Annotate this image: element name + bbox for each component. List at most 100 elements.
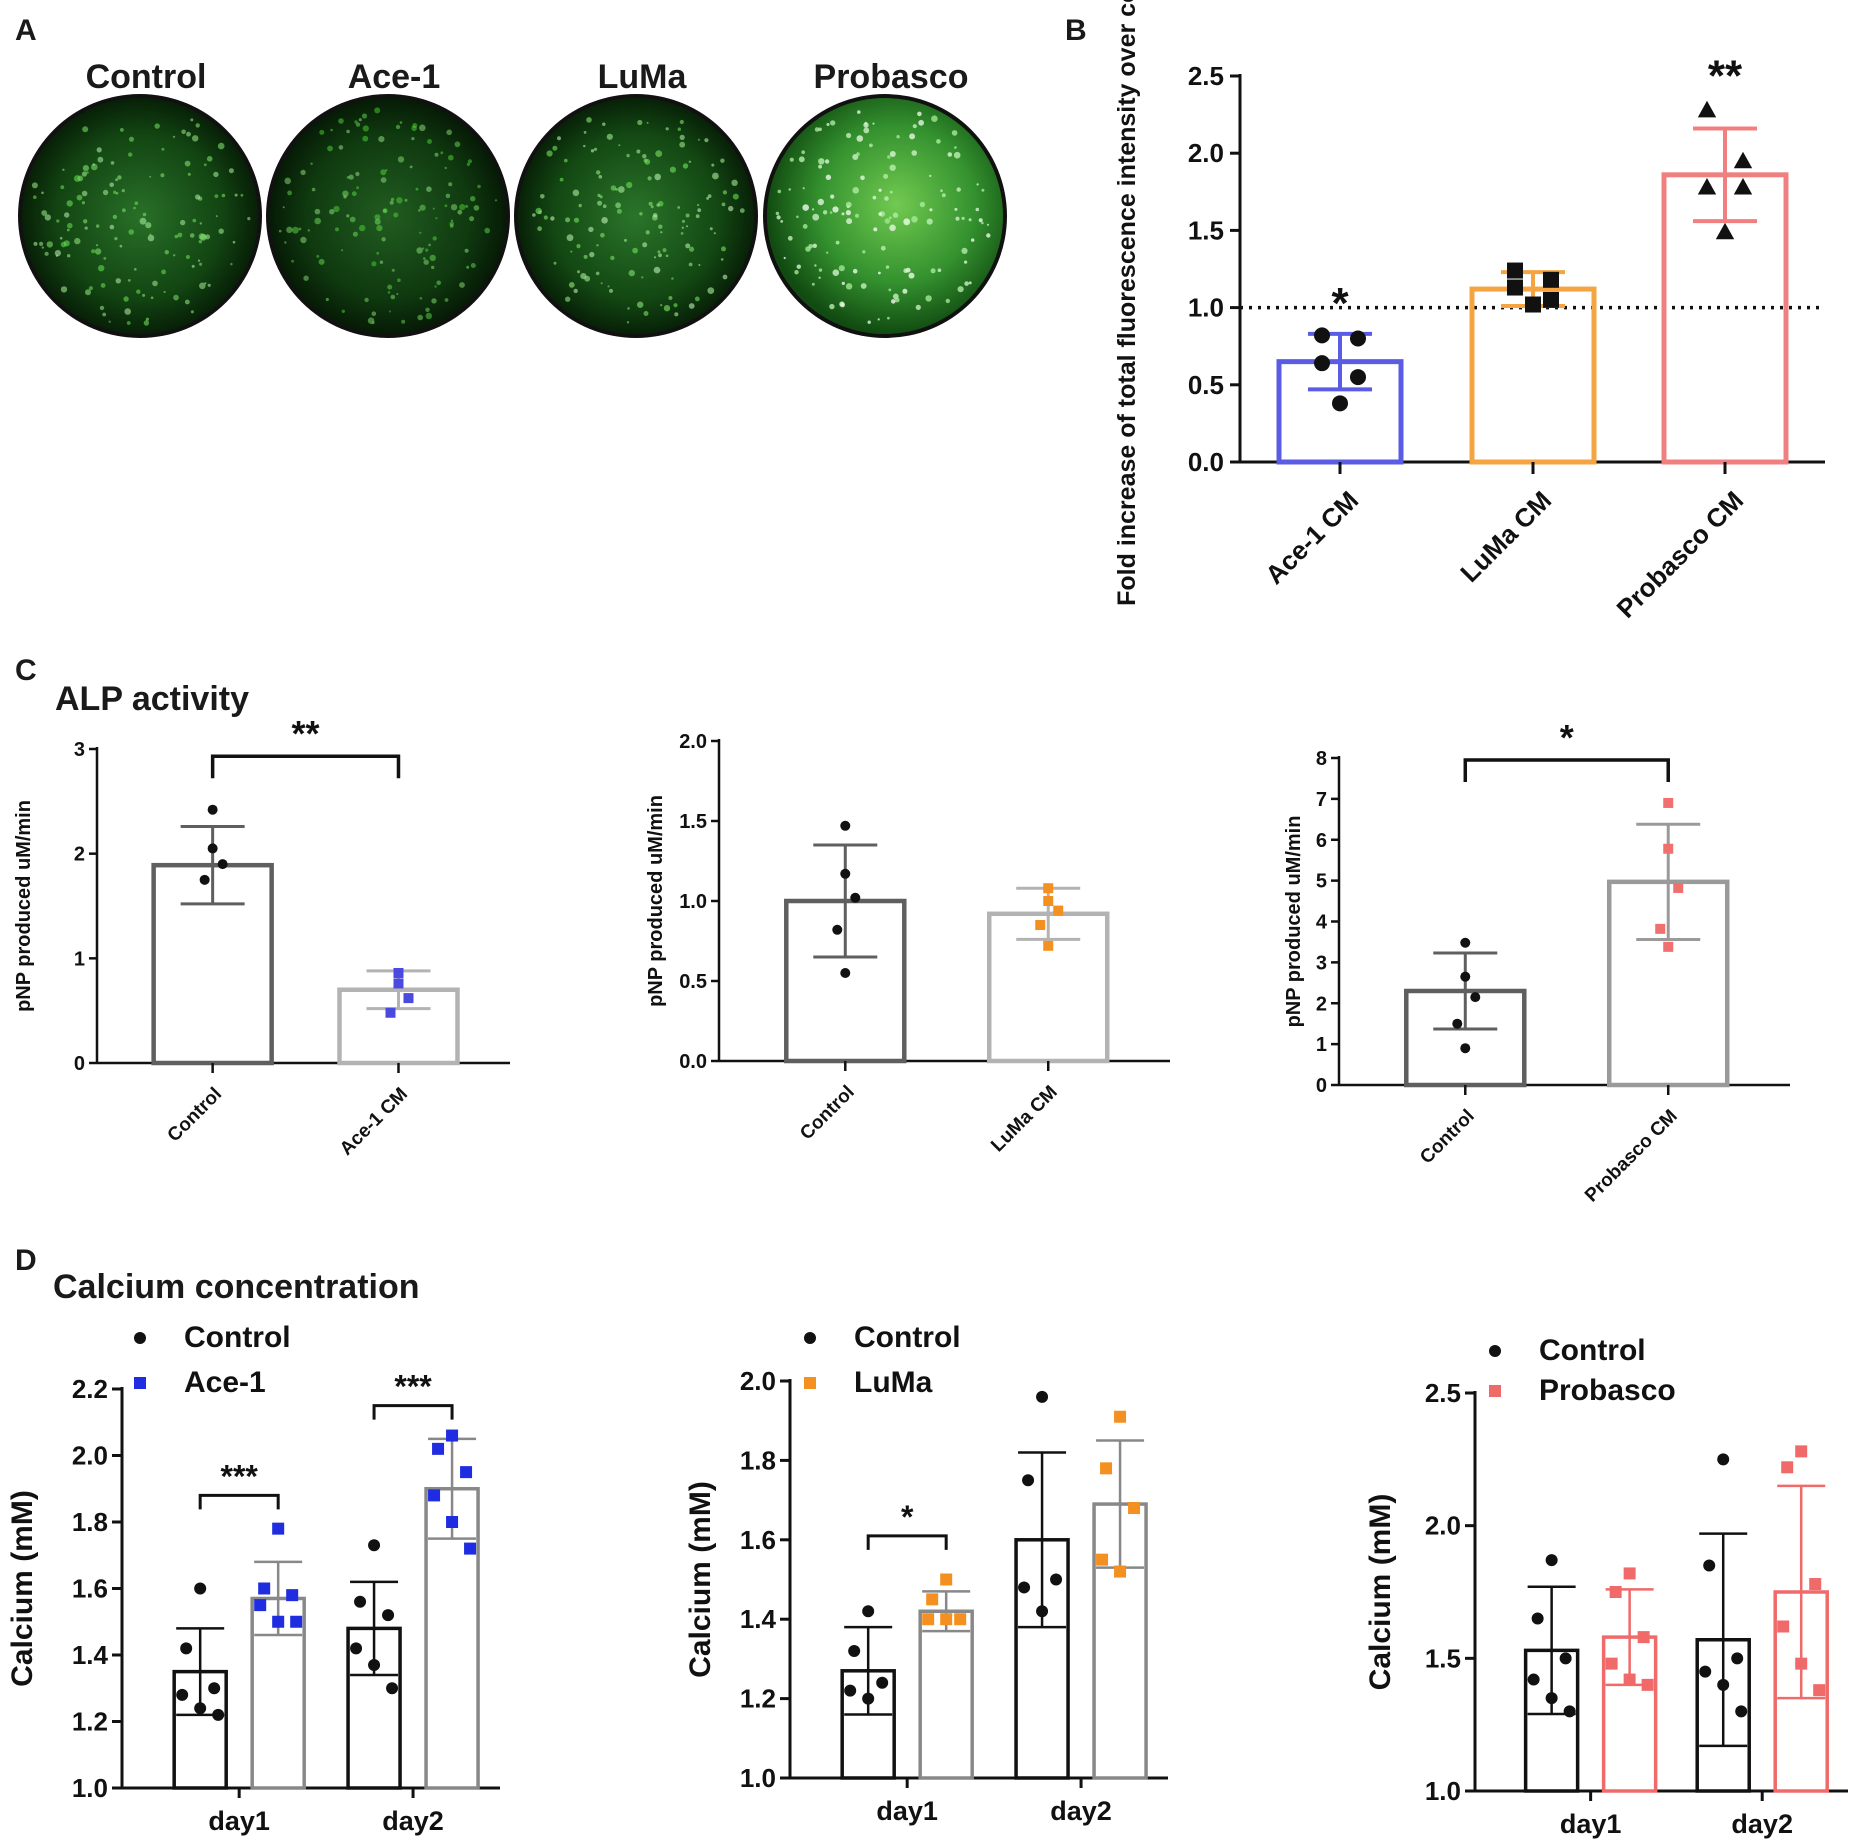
well-cell-1: [298, 227, 302, 231]
well-cell-2: [721, 246, 726, 252]
chart-C1-ytick-label: 3: [74, 739, 85, 761]
well-cell-2: [553, 261, 557, 265]
well-cell-3: [908, 272, 915, 279]
well-cell-1: [419, 124, 426, 132]
chart-D1-ytick-label: 1.0: [72, 1773, 108, 1803]
well-cell-2: [679, 141, 686, 148]
chart-D1-point: [432, 1442, 445, 1455]
chart-D1-legend-label: Ace-1: [184, 1366, 266, 1399]
well-cell-0: [195, 194, 201, 200]
chart-D3-point: [1781, 1461, 1794, 1474]
well-cell-3: [860, 175, 865, 181]
well-label-3: Probasco: [814, 58, 969, 96]
chart-b-significance: **: [1708, 52, 1743, 101]
well-cell-3: [891, 299, 896, 304]
well-cell-0: [59, 236, 63, 240]
chart-C1-xtick-label: Ace-1 CM: [336, 1084, 412, 1160]
well-cell-3: [811, 282, 815, 286]
well-cell-1: [352, 231, 358, 237]
chart-C2-point: [1043, 896, 1054, 906]
well-cell-0: [143, 320, 150, 326]
chart-C3-point: [1470, 992, 1481, 1003]
well-cell-2: [694, 296, 700, 302]
well-cell-1: [307, 229, 310, 232]
well-cell-1: [371, 311, 377, 317]
well-cell-3: [856, 135, 864, 142]
well-cell-1: [444, 166, 447, 170]
well-cell-1: [419, 297, 423, 300]
well-cell-3: [826, 123, 830, 126]
well-cell-1: [419, 231, 422, 234]
well-cell-0: [214, 194, 219, 199]
well-cell-0: [44, 251, 49, 256]
well-cell-0: [54, 250, 62, 257]
well-cell-3: [917, 111, 922, 117]
well-cell-1: [454, 141, 461, 148]
well-cell-2: [617, 186, 625, 193]
well-cell-2: [677, 127, 681, 131]
well-cell-2: [665, 254, 669, 258]
well-cell-2: [606, 133, 613, 140]
well-cell-1: [391, 268, 395, 272]
well-cell-2: [626, 153, 630, 158]
well-cell-0: [81, 201, 85, 205]
chart-C1-ytick-label: 1: [74, 948, 85, 970]
well-cell-1: [416, 247, 423, 254]
chart-C1-xtick-label: Control: [164, 1084, 227, 1147]
well-cell-2: [688, 262, 693, 267]
well-cell-3: [968, 281, 972, 285]
well-cell-2: [559, 177, 564, 182]
well-cell-1: [425, 312, 432, 320]
well-cell-3: [878, 212, 882, 216]
chart-b-xtick-label: LuMa CM: [1454, 485, 1557, 588]
well-cell-1: [417, 314, 424, 321]
chart-D3-point: [1559, 1652, 1572, 1665]
well-cell-1: [446, 129, 453, 136]
chart-D2-legend-marker: [804, 1377, 816, 1389]
chart-D2-ytick-label: 1.6: [740, 1525, 776, 1555]
chart-D2-ylabel: Calcium (mM): [684, 1481, 717, 1678]
well-cell-0: [173, 254, 176, 257]
well-cell-2: [656, 203, 660, 207]
well-cell-0: [186, 131, 191, 137]
chart-D2-point: [862, 1605, 875, 1618]
well-cell-1: [300, 169, 306, 176]
well-cell-0: [149, 233, 152, 236]
well-cell-3: [814, 127, 820, 132]
well-cell-3: [937, 268, 942, 273]
well-cell-0: [195, 123, 200, 128]
well-cell-0: [129, 136, 134, 142]
well-cell-1: [428, 243, 431, 247]
chart-b-point: [1314, 355, 1330, 372]
well-cell-1: [484, 227, 491, 234]
chart-D3-point: [1777, 1620, 1790, 1633]
well-cell-3: [830, 194, 835, 199]
well-cell-1: [346, 176, 350, 179]
chart-C3-xtick-label: Control: [1416, 1106, 1479, 1169]
chart-D1-point: [446, 1516, 459, 1528]
well-cell-2: [590, 149, 595, 153]
well-glow-3: [767, 98, 1003, 334]
well-cell-1: [434, 285, 437, 288]
well-cell-3: [926, 218, 933, 225]
well-cell-1: [376, 225, 383, 232]
well-cell-0: [83, 219, 88, 224]
well-cell-3: [889, 224, 896, 232]
well-cell-3: [829, 303, 835, 310]
well-cell-3: [860, 283, 867, 289]
chart-D2-point: [1100, 1462, 1113, 1475]
well-cell-0: [103, 257, 107, 260]
well-cell-2: [689, 246, 695, 252]
well-cell-2: [643, 158, 648, 163]
well-cell-2: [720, 258, 724, 261]
well-cell-3: [902, 288, 908, 294]
chart-D2-ytick-label: 2.0: [740, 1366, 776, 1396]
chart-C3-significance-bracket: [1463, 758, 1670, 782]
well-cell-2: [728, 205, 734, 212]
well-cell-3: [789, 157, 794, 162]
well-cell-1: [393, 212, 399, 218]
well-cell-1: [291, 259, 294, 263]
well-cell-2: [679, 119, 684, 125]
chart-C2-ylabel: pNP produced uM/min: [645, 795, 667, 1007]
chart-C1-point: [207, 804, 218, 815]
